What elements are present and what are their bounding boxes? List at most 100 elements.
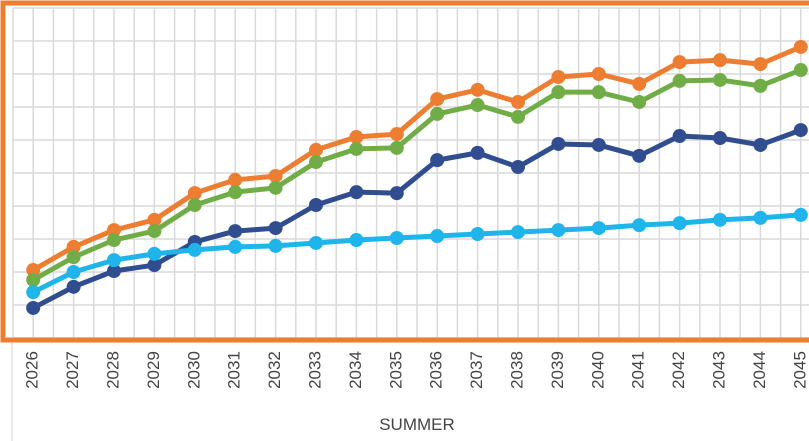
series-point [26, 300, 41, 315]
series-point [632, 218, 647, 233]
x-tick-label: 2036 [427, 351, 446, 389]
x-tick-label: 2031 [225, 351, 244, 389]
series-point [753, 210, 768, 225]
series-point [511, 109, 525, 124]
x-tick-label: 2027 [63, 351, 82, 389]
series-point [268, 168, 283, 183]
x-tick-label: 2034 [346, 351, 365, 389]
x-tick-label: 2037 [467, 351, 486, 389]
series-point [187, 242, 202, 257]
series-point [430, 153, 445, 168]
series-point [591, 137, 606, 152]
x-axis-title: SUMMER [379, 415, 455, 434]
series-point [389, 127, 404, 142]
series-point [793, 39, 808, 54]
series-point [672, 55, 687, 70]
series-point [672, 216, 687, 231]
series-point [228, 224, 243, 239]
series-point [147, 258, 162, 273]
x-tick-label: 2042 [669, 351, 688, 389]
series-point [511, 225, 525, 240]
x-tick-label: 2035 [386, 351, 405, 389]
series-point [551, 85, 566, 100]
series-point [672, 129, 687, 144]
series-point [389, 140, 404, 155]
series-point [228, 185, 243, 200]
series-point [430, 92, 445, 107]
series-point [632, 95, 647, 110]
x-tick-label: 2041 [629, 351, 648, 389]
series-point [349, 232, 364, 247]
series-point [470, 145, 485, 160]
series-point [147, 212, 162, 227]
series-point [309, 142, 323, 157]
series-point [107, 253, 121, 268]
series-point [793, 63, 808, 78]
series-point [107, 223, 121, 238]
x-tick-label: 2039 [548, 351, 567, 389]
series-line [32, 127, 802, 311]
series-point [268, 221, 283, 236]
series-line [31, 67, 802, 283]
series-point [107, 232, 121, 247]
series-point [268, 180, 283, 195]
series-point [470, 98, 485, 113]
series-point [389, 186, 404, 201]
series-point [268, 238, 283, 253]
series-point [66, 279, 81, 294]
series-point [753, 137, 768, 152]
series-point [511, 160, 525, 175]
series-point [753, 78, 768, 93]
series-point [551, 69, 566, 84]
series-point [713, 53, 727, 68]
series-line [31, 44, 802, 273]
series-point [793, 207, 808, 222]
series-point [591, 221, 606, 236]
x-tick-label: 2043 [709, 351, 728, 389]
plot-frame [0, 0, 809, 343]
x-tick-label: 2044 [750, 351, 769, 389]
series-point [26, 285, 41, 300]
series-point [470, 227, 485, 242]
x-tick-label: 2040 [588, 351, 607, 389]
series-point [26, 272, 41, 287]
series-point [753, 57, 768, 72]
x-tick-label: 2038 [507, 351, 526, 389]
series-point [511, 95, 525, 110]
series-point [349, 141, 364, 156]
series-point [430, 106, 445, 121]
series-point [430, 229, 445, 244]
series-point [551, 223, 566, 238]
series-point [147, 224, 162, 239]
series-point [591, 67, 606, 81]
series-point [713, 212, 727, 227]
series-point [632, 148, 647, 163]
x-tick-label: 2032 [265, 351, 284, 389]
x-tick-label: 2029 [144, 351, 163, 389]
x-tick-label: 2030 [184, 351, 203, 389]
series-point [713, 131, 727, 146]
series-point [309, 155, 323, 170]
series-point [551, 136, 566, 151]
series-point [309, 235, 323, 250]
x-tick-label: 2028 [103, 351, 122, 389]
series-point [228, 172, 243, 187]
series-point [309, 198, 323, 213]
series-point [187, 186, 202, 201]
series-point [470, 82, 485, 97]
series-point [66, 265, 81, 279]
series-point [713, 72, 727, 87]
x-tick-label: 2045 [790, 351, 809, 389]
series-point [349, 130, 364, 145]
series-point [147, 246, 162, 261]
x-tick-label: 2033 [305, 351, 324, 389]
series-point [389, 231, 404, 246]
series-point [107, 264, 121, 279]
x-tick-label: 2026 [23, 351, 42, 389]
series-point [66, 239, 81, 254]
series-point [793, 123, 808, 138]
series-point [632, 76, 647, 91]
series-point [187, 198, 202, 213]
series-point [672, 73, 687, 88]
series-point [66, 250, 81, 265]
